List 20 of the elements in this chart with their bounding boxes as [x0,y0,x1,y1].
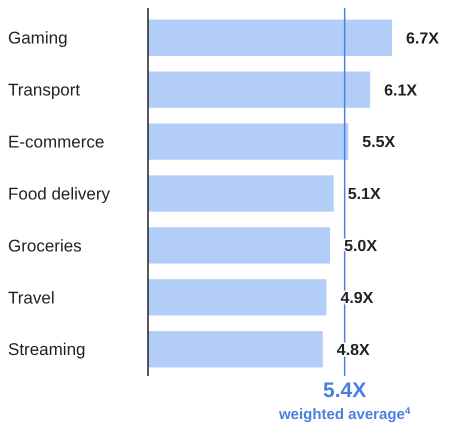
bar [148,72,370,108]
y-tick-label: Streaming [8,340,86,360]
y-tick-label: E-commerce [8,132,104,152]
y-tick-label: Transport [8,80,80,100]
y-tick-label: Groceries [8,236,82,256]
bar [148,175,334,212]
data-label: 6.1X [384,82,418,100]
data-label: 6.7X [406,30,440,48]
data-label: 5.1X [348,186,381,204]
ref-line-label: 5.4X [323,379,366,402]
bar [148,331,323,368]
bar [148,227,330,264]
data-label: 5.5X [362,134,396,152]
text: weighted average$^{4}$ [278,406,411,423]
y-tick-label: Travel [8,288,55,308]
y-tick-label: Gaming [8,28,68,48]
bar [148,279,326,316]
bar [148,123,348,160]
bar [148,20,392,56]
y-tick-label: Food delivery [8,184,111,204]
